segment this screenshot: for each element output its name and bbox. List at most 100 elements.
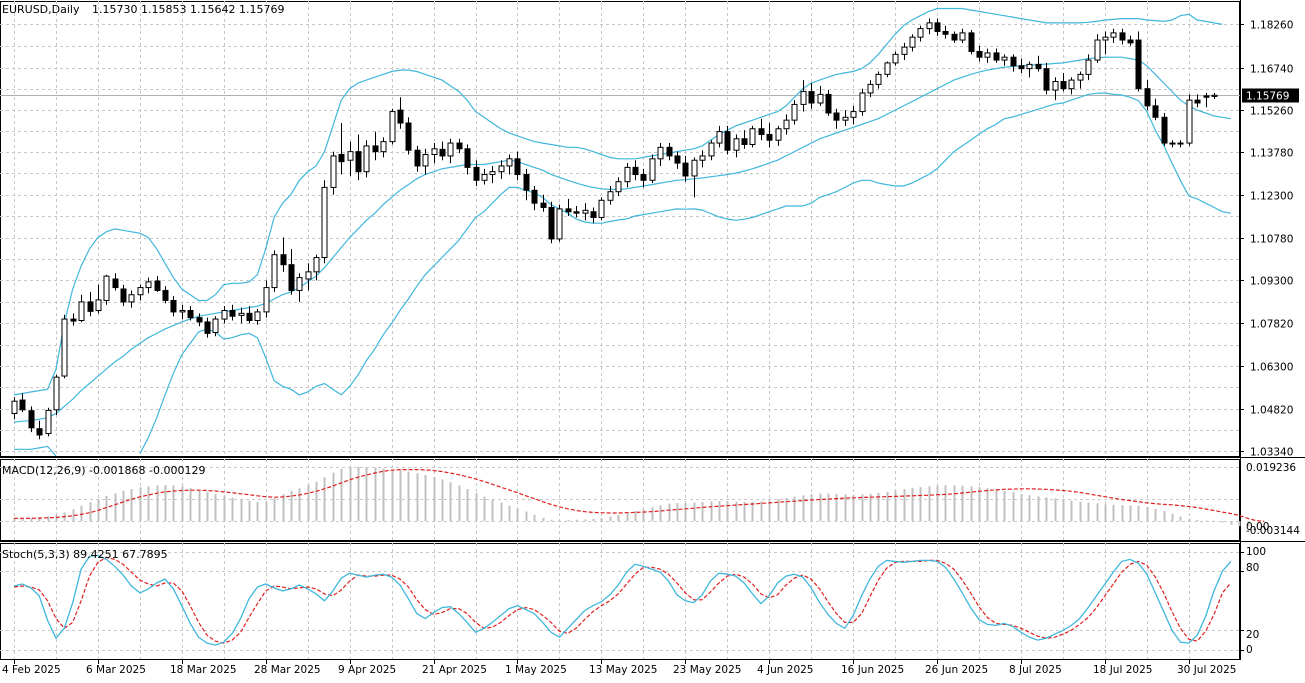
candle-body-bull [61, 318, 68, 377]
candle [909, 34, 916, 52]
candle [280, 237, 287, 272]
candle [892, 51, 899, 66]
candle [288, 248, 295, 295]
candle [263, 280, 270, 318]
candle-body-bear [464, 148, 471, 168]
candle-body-bull [1186, 99, 1193, 144]
candle [170, 296, 177, 317]
candle-body-bull [1026, 63, 1033, 70]
candle [313, 254, 320, 281]
candle [372, 131, 379, 161]
candle [749, 125, 756, 148]
candle-body-bear [1119, 32, 1126, 41]
candle-body-bull [221, 309, 228, 320]
price-tick-label: 1.03340 [1250, 447, 1293, 459]
candle-body-bull [842, 116, 849, 121]
candle [120, 284, 127, 307]
candle [984, 48, 991, 63]
candle [112, 273, 119, 291]
macd-panel [13, 466, 1265, 527]
candle [145, 277, 152, 294]
candle-body-bear [1194, 99, 1201, 104]
macd-signal-line [14, 469, 1265, 522]
candle-body-bull [45, 409, 52, 435]
candle-body-bull [850, 111, 857, 118]
candle-body-bear [540, 202, 547, 208]
candle [666, 143, 673, 161]
candle [842, 110, 849, 126]
candle-body-bull [330, 155, 337, 188]
candle [70, 313, 77, 326]
bollinger-middle [13, 56, 1231, 423]
candle-body-bear [1043, 68, 1050, 91]
candle [531, 185, 538, 211]
candle-body-bear [405, 122, 412, 151]
candle-body-bear [1144, 88, 1151, 107]
candle [61, 314, 68, 379]
candle-body-bull [1001, 56, 1008, 61]
candle-body-bull [212, 318, 219, 334]
candle-body-bull [238, 312, 245, 316]
candle-body-bear [1060, 81, 1067, 90]
candle [498, 160, 505, 179]
candle-body-bull [103, 275, 110, 301]
candle-body-bull [775, 128, 782, 141]
panel-border [0, 1, 1240, 457]
candle [489, 165, 496, 184]
candle-body-bear [87, 301, 94, 312]
candle [1110, 28, 1117, 43]
candle [901, 42, 908, 61]
candle [708, 140, 715, 161]
candle [162, 286, 169, 304]
candle [1035, 55, 1042, 72]
candle-body-bull [800, 91, 807, 105]
candle [1026, 61, 1033, 78]
candle [1068, 77, 1075, 95]
candle-body-bear [632, 166, 639, 176]
candle-body-bull [1211, 94, 1218, 97]
candle [716, 125, 723, 148]
candle [506, 154, 513, 175]
candle-body-bear [640, 174, 647, 181]
candle-body-bear [1135, 39, 1142, 90]
candle [28, 406, 35, 433]
candle-body-bear [112, 278, 119, 289]
candle [741, 130, 748, 149]
candle-body-bull [884, 62, 891, 75]
candle [540, 194, 547, 212]
bollinger-upper [13, 7, 1223, 396]
candle [103, 274, 110, 305]
candle [674, 151, 681, 169]
candle-body-bull [699, 155, 706, 161]
candle [355, 134, 362, 181]
candle-body-bear [808, 91, 815, 104]
candle [808, 82, 815, 109]
candle-body-bull [271, 254, 278, 289]
candle-body-bear [590, 211, 597, 218]
candle [45, 407, 52, 437]
candle-body-bear [414, 149, 421, 167]
candle [968, 30, 975, 55]
candle-body-bear [280, 254, 287, 266]
candle-body-bull [859, 92, 866, 113]
candle-body-bear [531, 189, 538, 204]
date-tick-label: 16 Jun 2025 [841, 664, 904, 676]
candle [615, 177, 622, 197]
candle-body-bull [582, 209, 589, 214]
candle-body-bull [263, 287, 270, 313]
candle [825, 90, 832, 116]
candle [321, 180, 328, 264]
candle [212, 316, 219, 337]
candle [884, 61, 891, 78]
grid-layer [0, 0, 1305, 660]
candle [758, 118, 765, 141]
candle-body-bull [447, 142, 454, 157]
candle-body-bull [11, 400, 18, 415]
candle [431, 143, 438, 164]
candle-body-bear [372, 145, 379, 153]
candle [867, 80, 874, 98]
price-tick-label: 1.10780 [1250, 234, 1293, 246]
date-tick-label: 23 May 2025 [673, 664, 741, 676]
candle-body-bear [1035, 63, 1042, 70]
